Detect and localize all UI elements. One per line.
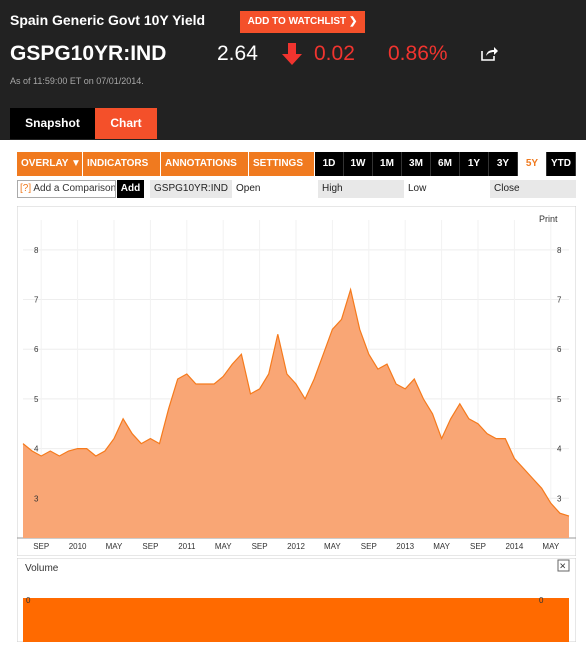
range-3y[interactable]: 3Y: [489, 152, 518, 176]
close-icon-box[interactable]: [557, 559, 570, 572]
symbol-label: GSPG10YR:IND: [150, 180, 232, 198]
price-change: 0.02: [314, 42, 355, 65]
compare-placeholder: Add a Comparison: [33, 183, 116, 194]
close-icon[interactable]: ×: [560, 561, 566, 573]
compare-row: [?] Add a Comparison Add GSPG10YR:IND Op…: [17, 180, 576, 198]
x-tick-label: SEP: [142, 542, 158, 551]
y-tick-label: 7: [34, 296, 39, 305]
price-chart[interactable]: 3 4 5 6 7 8 3 4 5 6 7 8 SEP 2010 MAY SEP 2011 MAY SEP 201…: [16, 205, 577, 557]
volume-tick-left: 0: [26, 596, 31, 605]
y-tick-label: 5: [34, 395, 39, 404]
security-title: Spain Generic Govt 10Y Yield: [10, 12, 206, 28]
settings-menu[interactable]: SETTINGS ▼: [249, 152, 315, 193]
x-tick-label: SEP: [361, 542, 377, 551]
volume-panel: Volume × 0 0: [16, 557, 577, 643]
open-label: Open: [236, 183, 261, 194]
y-tick-label: 7: [557, 296, 562, 305]
chart-toolbar: OVERLAY ▼ INDICATORS ▼ ANNOTATIONS ▼ SET…: [17, 152, 576, 193]
range-1m[interactable]: 1M: [373, 152, 402, 176]
y-tick-label: 8: [557, 246, 562, 255]
x-tick-label: SEP: [470, 542, 486, 551]
y-tick-label: 6: [34, 345, 39, 354]
volume-chart-svg: Volume × 0 0: [16, 557, 577, 643]
volume-tick-right: 0: [539, 596, 544, 605]
y-tick-label: 4: [557, 445, 562, 454]
tab-snapshot[interactable]: Snapshot: [10, 108, 95, 139]
x-tick-label: 2013: [396, 542, 414, 551]
caret-down-icon: ▼: [253, 182, 263, 193]
annotations-menu[interactable]: ANNOTATIONS ▼: [161, 152, 249, 193]
high-label: High: [318, 180, 404, 198]
price-change-percent: 0.86%: [388, 42, 448, 65]
as-of-timestamp: As of 11:59:00 ET on 07/01/2014.: [10, 76, 144, 86]
add-to-watchlist-button[interactable]: ADD TO WATCHLIST ❯: [240, 11, 365, 33]
y-tick-label: 3: [557, 494, 562, 503]
low-label: Low: [408, 183, 427, 194]
volume-title: Volume: [25, 563, 59, 574]
x-tick-label: 2011: [178, 542, 196, 551]
overlay-menu[interactable]: OVERLAY ▼: [17, 152, 83, 176]
watchlist-label: ADD TO WATCHLIST: [247, 16, 347, 27]
quote-header: Spain Generic Govt 10Y Yield ADD TO WATC…: [0, 0, 586, 140]
share-icon[interactable]: [481, 45, 499, 61]
price-chart-svg: 3 4 5 6 7 8 3 4 5 6 7 8 SEP 2010 MAY SEP 2011 MAY SEP 201…: [16, 205, 577, 557]
tab-chart[interactable]: Chart: [95, 108, 157, 139]
add-comparison-button[interactable]: Add: [117, 180, 144, 198]
x-tick-label: 2012: [287, 542, 305, 551]
y-tick-label: 3: [34, 494, 39, 503]
x-tick-label: 2010: [69, 542, 87, 551]
range-ytd[interactable]: YTD: [547, 152, 576, 176]
x-tick-label: MAY: [433, 542, 450, 551]
x-tick-label: 2014: [506, 542, 524, 551]
volume-bars: [23, 598, 569, 642]
x-tick-label: MAY: [542, 542, 559, 551]
y-tick-label: 5: [557, 395, 562, 404]
overlay-label: OVERLAY: [21, 158, 69, 169]
range-1w[interactable]: 1W: [344, 152, 373, 176]
indicators-menu[interactable]: INDICATORS ▼: [83, 152, 161, 193]
print-link[interactable]: Print: [539, 214, 558, 224]
price-line: [22, 287, 570, 517]
ticker-symbol: GSPG10YR:IND: [10, 42, 167, 65]
settings-label: SETTINGS: [253, 158, 304, 169]
y-tick-label: 6: [557, 345, 562, 354]
x-tick-label: SEP: [33, 542, 49, 551]
range-5y[interactable]: 5Y: [518, 152, 547, 176]
y-tick-label: 8: [34, 246, 39, 255]
down-arrow-icon: [282, 43, 302, 65]
x-tick-label: MAY: [106, 542, 123, 551]
annotations-label: ANNOTATIONS: [165, 158, 237, 169]
chevron-right-icon: ❯: [348, 16, 358, 27]
x-tick-label: SEP: [252, 542, 268, 551]
range-6m[interactable]: 6M: [431, 152, 460, 176]
indicators-label: INDICATORS: [87, 158, 149, 169]
close-label: Close: [490, 180, 576, 198]
caret-down-icon: ▼: [68, 158, 81, 169]
range-1y[interactable]: 1Y: [460, 152, 489, 176]
range-1d[interactable]: 1D: [315, 152, 344, 176]
x-tick-label: MAY: [215, 542, 232, 551]
last-price: 2.64: [217, 42, 258, 65]
range-3m[interactable]: 3M: [402, 152, 431, 176]
compare-input[interactable]: [?] Add a Comparison: [17, 180, 116, 198]
help-icon[interactable]: [?]: [20, 183, 32, 194]
y-tick-label: 4: [34, 445, 39, 454]
x-tick-label: MAY: [324, 542, 341, 551]
price-area: [23, 289, 569, 538]
